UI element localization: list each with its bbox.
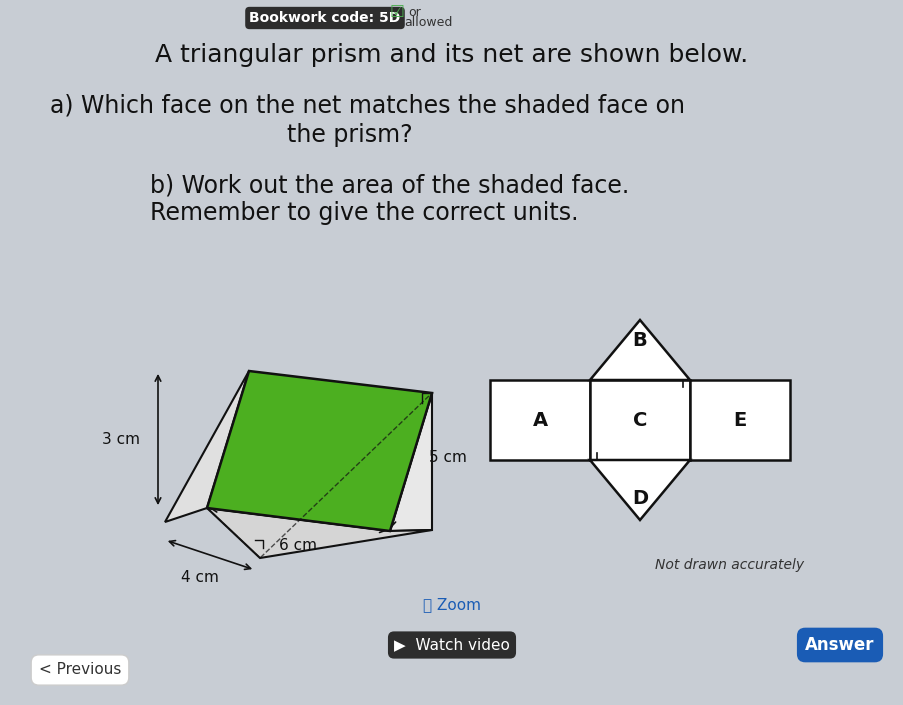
Text: Answer: Answer: [805, 636, 874, 654]
Text: 6 cm: 6 cm: [279, 537, 317, 553]
Text: < Previous: < Previous: [39, 663, 121, 678]
Text: b) Work out the area of the shaded face.: b) Work out the area of the shaded face.: [150, 173, 628, 197]
Text: or: or: [407, 6, 420, 18]
Text: A: A: [532, 410, 547, 429]
Text: 🔍 Zoom: 🔍 Zoom: [423, 598, 480, 613]
Polygon shape: [207, 508, 432, 558]
Text: C: C: [632, 410, 647, 429]
Text: Not drawn accurately: Not drawn accurately: [655, 558, 804, 572]
Text: B: B: [632, 331, 647, 350]
Text: 5 cm: 5 cm: [429, 450, 466, 465]
Polygon shape: [389, 393, 432, 531]
Bar: [689, 380, 789, 460]
Polygon shape: [590, 320, 689, 380]
Text: Bookwork code: 5D: Bookwork code: 5D: [249, 11, 400, 25]
Text: ▶  Watch video: ▶ Watch video: [394, 637, 509, 653]
Text: 4 cm: 4 cm: [181, 570, 219, 585]
Polygon shape: [207, 371, 432, 531]
Bar: [590, 380, 689, 460]
Text: A triangular prism and its net are shown below.: A triangular prism and its net are shown…: [155, 43, 748, 67]
Text: 3 cm: 3 cm: [102, 432, 140, 447]
Text: E: E: [732, 410, 746, 429]
Text: allowed: allowed: [404, 16, 452, 28]
Text: a) Which face on the net matches the shaded face on: a) Which face on the net matches the sha…: [50, 93, 684, 117]
Text: D: D: [631, 489, 647, 508]
Bar: [489, 380, 590, 460]
Text: Remember to give the correct units.: Remember to give the correct units.: [150, 201, 578, 225]
Text: the prism?: the prism?: [287, 123, 413, 147]
Polygon shape: [590, 460, 689, 520]
Text: ☑: ☑: [389, 3, 405, 21]
Polygon shape: [165, 371, 248, 522]
